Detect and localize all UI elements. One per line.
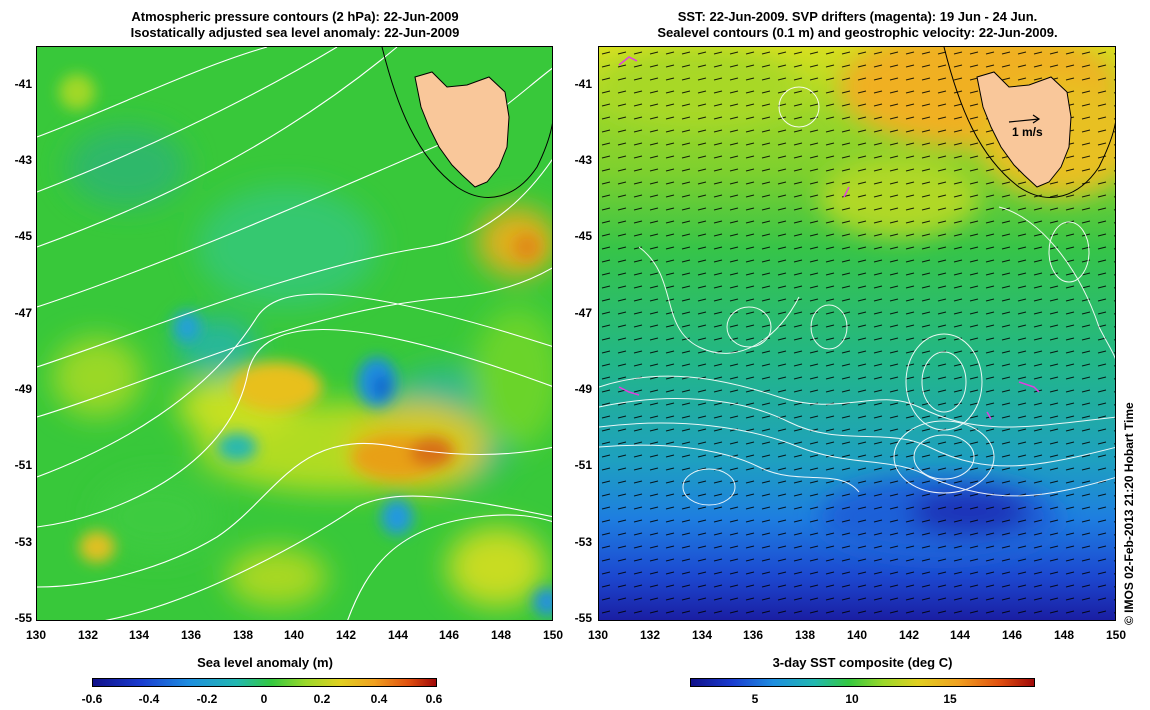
lat-tick: -43 — [574, 153, 592, 167]
tasmania-landmass — [414, 71, 510, 188]
lon-tick: 142 — [898, 628, 920, 642]
left-colorbar-title: Sea level anomaly (m) — [197, 655, 333, 670]
lat-tick: -49 — [574, 382, 592, 396]
lon-tick: 136 — [742, 628, 764, 642]
colorbar-tick: 15 — [943, 692, 957, 706]
lon-tick: 138 — [232, 628, 254, 642]
lon-tick: 136 — [180, 628, 202, 642]
lat-tick: -53 — [574, 535, 592, 549]
lon-tick: 130 — [25, 628, 47, 642]
colorbar-tick: -0.4 — [138, 692, 160, 706]
right-title-line2: Sealevel contours (0.1 m) and geostrophi… — [657, 25, 1058, 40]
colorbar-tick: -0.6 — [81, 692, 103, 706]
lat-tick: -43 — [14, 153, 32, 167]
sea-level-anomaly-field — [37, 47, 552, 620]
lat-tick: -53 — [14, 535, 32, 549]
lat-tick: -41 — [574, 77, 592, 91]
lon-tick: 132 — [639, 628, 661, 642]
colorbar-tick: 0.2 — [313, 692, 331, 706]
lon-tick: 148 — [1053, 628, 1075, 642]
lon-tick: 134 — [691, 628, 713, 642]
lon-tick: 132 — [77, 628, 99, 642]
lon-tick: 142 — [335, 628, 357, 642]
colorbar-tick: -0.2 — [196, 692, 218, 706]
lat-tick: -45 — [14, 229, 32, 243]
lon-tick: 144 — [387, 628, 409, 642]
lat-tick: -47 — [574, 306, 592, 320]
colorbar-tick: 5 — [751, 692, 759, 706]
lon-tick: 134 — [128, 628, 150, 642]
lon-tick: 146 — [1001, 628, 1023, 642]
lat-tick: -47 — [14, 306, 32, 320]
lon-tick: 138 — [794, 628, 816, 642]
lon-tick: 130 — [587, 628, 609, 642]
tasmania-landmass — [976, 71, 1072, 188]
colorbar-tick: 0 — [260, 692, 268, 706]
lon-tick: 150 — [542, 628, 564, 642]
lon-tick: 140 — [283, 628, 305, 642]
right-colorbar-title: 3-day SST composite (deg C) — [772, 655, 953, 670]
velocity-scale-label: 1 m/s — [1012, 125, 1043, 139]
left-title-line1: Atmospheric pressure contours (2 hPa): 2… — [131, 9, 459, 24]
lat-tick: -55 — [14, 611, 32, 625]
sea-level-colorbar — [92, 678, 437, 687]
sst-map: 1 m/s — [598, 46, 1116, 621]
imos-credit: © IMOS 02-Feb-2013 21:20 Hobart Time — [1122, 402, 1136, 625]
colorbar-tick: 0.4 — [370, 692, 388, 706]
colorbar-tick: 0.6 — [425, 692, 443, 706]
sst-field — [599, 47, 1115, 620]
lat-tick: -45 — [574, 229, 592, 243]
left-title-line2: Isostatically adjusted sea level anomaly… — [130, 25, 460, 40]
sea-level-anomaly-map — [36, 46, 553, 621]
lon-tick: 150 — [1105, 628, 1127, 642]
sst-colorbar — [690, 678, 1035, 687]
lon-tick: 146 — [438, 628, 460, 642]
lat-tick: -51 — [14, 458, 32, 472]
lat-tick: -49 — [14, 382, 32, 396]
lat-tick: -41 — [14, 77, 32, 91]
lat-tick: -55 — [574, 611, 592, 625]
lon-tick: 148 — [490, 628, 512, 642]
right-title-line1: SST: 22-Jun-2009. SVP drifters (magenta)… — [677, 9, 1038, 24]
lon-tick: 144 — [949, 628, 971, 642]
lon-tick: 140 — [846, 628, 868, 642]
lat-tick: -51 — [574, 458, 592, 472]
colorbar-tick: 10 — [845, 692, 859, 706]
